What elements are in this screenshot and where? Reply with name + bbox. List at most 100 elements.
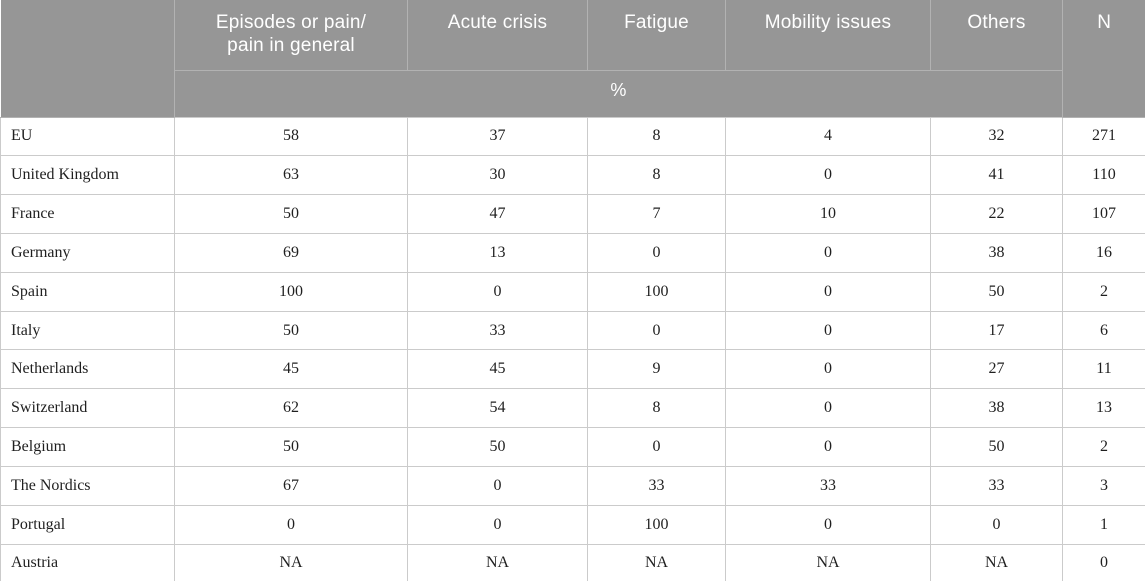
cell-value: 38 bbox=[930, 388, 1063, 429]
cell-value: 0 bbox=[725, 388, 931, 429]
corner-cell bbox=[0, 0, 175, 118]
header-row: Episodes or pain/ pain in general Acute … bbox=[0, 0, 1145, 118]
table-row: Italy 50 33 0 0 17 6 bbox=[0, 310, 1145, 351]
row-label-country: Switzerland bbox=[0, 388, 175, 429]
cell-value: 50 bbox=[174, 310, 408, 351]
cell-value: 3 bbox=[1062, 465, 1145, 506]
row-label-country: Italy bbox=[0, 310, 175, 351]
cell-value: 27 bbox=[930, 349, 1063, 390]
table-row: Portugal 0 0 100 0 0 1 bbox=[0, 504, 1145, 545]
cell-value: 110 bbox=[1062, 155, 1145, 196]
cell-value: 107 bbox=[1062, 194, 1145, 234]
cell-value: 4 bbox=[725, 116, 931, 157]
table-row: United Kingdom 63 30 8 0 41 110 bbox=[0, 155, 1145, 196]
cell-value: 69 bbox=[174, 232, 408, 273]
cell-value: 32 bbox=[930, 116, 1063, 157]
cell-value: 13 bbox=[407, 232, 588, 273]
cell-value: 45 bbox=[407, 349, 588, 390]
cell-value: 100 bbox=[174, 271, 408, 312]
cell-value: 0 bbox=[725, 271, 931, 312]
cell-value: 2 bbox=[1062, 427, 1145, 467]
cell-value: NA bbox=[174, 543, 408, 581]
cell-value: 6 bbox=[1062, 310, 1145, 351]
cell-value: 8 bbox=[587, 116, 726, 157]
cell-value: 0 bbox=[174, 504, 408, 545]
cell-value: 0 bbox=[587, 232, 726, 273]
cell-value: 8 bbox=[587, 155, 726, 196]
cell-value: 33 bbox=[587, 465, 726, 506]
cell-value: NA bbox=[930, 543, 1063, 581]
percent-unit-cell: % bbox=[174, 69, 1063, 117]
col-header-others: Others bbox=[930, 0, 1063, 71]
cell-value: 11 bbox=[1062, 349, 1145, 390]
table-row: France 50 47 7 10 22 107 bbox=[0, 194, 1145, 234]
row-label-country: EU bbox=[0, 116, 175, 157]
cell-value: 0 bbox=[407, 271, 588, 312]
cell-value: 33 bbox=[725, 465, 931, 506]
cell-value: 1 bbox=[1062, 504, 1145, 545]
cell-value: 2 bbox=[1062, 271, 1145, 312]
cell-value: 0 bbox=[725, 310, 931, 351]
cell-value: NA bbox=[725, 543, 931, 581]
table-header: Episodes or pain/ pain in general Acute … bbox=[0, 0, 1145, 118]
cell-value: 62 bbox=[174, 388, 408, 429]
cell-value: 45 bbox=[174, 349, 408, 390]
cell-value: 58 bbox=[174, 116, 408, 157]
cell-value: 16 bbox=[1062, 232, 1145, 273]
cell-value: 63 bbox=[174, 155, 408, 196]
table-row: Spain 100 0 100 0 50 2 bbox=[0, 271, 1145, 312]
cell-value: 9 bbox=[587, 349, 726, 390]
cell-value: 0 bbox=[725, 232, 931, 273]
table-row: Switzerland 62 54 8 0 38 13 bbox=[0, 388, 1145, 429]
row-label-country: Portugal bbox=[0, 504, 175, 545]
cell-value: 0 bbox=[587, 310, 726, 351]
cell-value: 38 bbox=[930, 232, 1063, 273]
cell-value: 10 bbox=[725, 194, 931, 234]
col-header-fatigue: Fatigue bbox=[587, 0, 726, 71]
cell-value: 50 bbox=[930, 271, 1063, 312]
col-header-episodes-or-pain: Episodes or pain/ pain in general bbox=[174, 0, 408, 71]
cell-value: 0 bbox=[407, 465, 588, 506]
cell-value: NA bbox=[587, 543, 726, 581]
cell-value: 50 bbox=[930, 427, 1063, 467]
cell-value: 100 bbox=[587, 271, 726, 312]
cell-value: 41 bbox=[930, 155, 1063, 196]
table-row: The Nordics 67 0 33 33 33 3 bbox=[0, 465, 1145, 506]
cell-value: 7 bbox=[587, 194, 726, 234]
cell-value: 271 bbox=[1062, 116, 1145, 157]
cell-value: 0 bbox=[725, 155, 931, 196]
cell-value: 0 bbox=[1062, 543, 1145, 581]
cell-value: 50 bbox=[174, 194, 408, 234]
table-body: EU 58 37 8 4 32 271 United Kingdom 63 30 8 0 41 110 Fr… bbox=[0, 116, 1145, 581]
row-label-country: Spain bbox=[0, 271, 175, 312]
table-row: Belgium 50 50 0 0 50 2 bbox=[0, 427, 1145, 467]
cell-value: 50 bbox=[407, 427, 588, 467]
cell-value: NA bbox=[407, 543, 588, 581]
row-label-country: France bbox=[0, 194, 175, 234]
cell-value: 0 bbox=[725, 504, 931, 545]
table-row: Netherlands 45 45 9 0 27 11 bbox=[0, 349, 1145, 390]
row-label-country: United Kingdom bbox=[0, 155, 175, 196]
cell-value: 13 bbox=[1062, 388, 1145, 429]
row-label-country: Belgium bbox=[0, 427, 175, 467]
table-row: Austria NA NA NA NA NA 0 bbox=[0, 543, 1145, 581]
row-label-country: The Nordics bbox=[0, 465, 175, 506]
cell-value: 17 bbox=[930, 310, 1063, 351]
cell-value: 50 bbox=[174, 427, 408, 467]
cell-value: 30 bbox=[407, 155, 588, 196]
cell-value: 37 bbox=[407, 116, 588, 157]
col-header-n: N bbox=[1062, 0, 1145, 118]
cell-value: 33 bbox=[930, 465, 1063, 506]
cell-value: 0 bbox=[930, 504, 1063, 545]
cell-value: 0 bbox=[725, 427, 931, 467]
cell-value: 67 bbox=[174, 465, 408, 506]
cell-value: 100 bbox=[587, 504, 726, 545]
table-row: Germany 69 13 0 0 38 16 bbox=[0, 232, 1145, 273]
row-label-country: Germany bbox=[0, 232, 175, 273]
cell-value: 54 bbox=[407, 388, 588, 429]
row-label-country: Netherlands bbox=[0, 349, 175, 390]
table-row: EU 58 37 8 4 32 271 bbox=[0, 116, 1145, 157]
cell-value: 33 bbox=[407, 310, 588, 351]
